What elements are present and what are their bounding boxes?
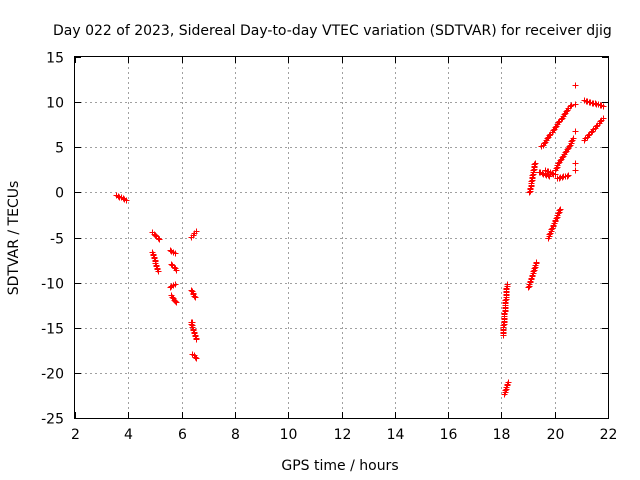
data-point: [530, 268, 537, 275]
data-point: [529, 172, 536, 179]
x-tick-label: 4: [124, 427, 133, 443]
data-point: [525, 284, 532, 291]
data-point: [189, 319, 196, 326]
x-tick-label: 10: [280, 427, 298, 443]
data-point: [504, 281, 511, 288]
data-point: [555, 119, 562, 126]
data-point: [192, 294, 199, 301]
data-point: [172, 281, 179, 288]
data-point: [593, 123, 600, 130]
plot-frame: [74, 56, 609, 419]
data-point: [553, 215, 560, 222]
data-point: [192, 354, 199, 361]
data-point: [526, 189, 533, 196]
data-point: [173, 267, 180, 274]
data-point: [572, 167, 579, 174]
axis-ticks: [75, 57, 609, 419]
data-point: [172, 298, 179, 305]
data-point: [567, 103, 574, 110]
data-point: [556, 175, 563, 182]
x-axis-title: GPS time / hours: [281, 458, 398, 474]
data-point: [597, 118, 604, 125]
y-tick-label: 0: [55, 186, 64, 202]
data-point: [532, 160, 539, 167]
data-point: [530, 167, 537, 174]
x-tick-label: 18: [493, 427, 511, 443]
y-tick-label: -20: [41, 367, 64, 383]
x-tick-labels: 2 4 6 8 10 12 14 16 18 20 22: [71, 427, 617, 443]
data-point: [546, 132, 553, 139]
y-tick-label: -5: [50, 232, 64, 248]
data-point: [173, 299, 180, 306]
data-point: [572, 160, 579, 167]
data-point: [559, 174, 566, 181]
grid: [75, 57, 608, 418]
y-tick-label: 10: [46, 96, 64, 112]
data-point: [549, 170, 556, 177]
data-point: [152, 232, 159, 239]
y-tick-label: -10: [41, 277, 64, 293]
data-point: [570, 135, 577, 142]
chart-title: Day 022 of 2023, Sidereal Day-to-day VTE…: [53, 23, 612, 39]
data-point: [585, 132, 592, 139]
data-point: [172, 250, 179, 257]
x-tick-label: 14: [387, 427, 405, 443]
data-point: [168, 261, 175, 268]
y-tick-label: 5: [55, 141, 64, 157]
y-tick-label: -25: [41, 412, 64, 428]
data-point: [557, 206, 564, 213]
x-tick-label: 2: [71, 427, 80, 443]
y-tick-labels: -25 -20 -15 -10 -5 0 5 10 15: [41, 51, 64, 428]
data-point: [572, 82, 579, 89]
data-point: [193, 355, 200, 362]
data-point: [568, 102, 575, 109]
data-point: [533, 259, 540, 266]
data-point: [528, 178, 535, 185]
data-point: [572, 128, 579, 135]
data-point: [191, 293, 198, 300]
data-point: [592, 100, 599, 107]
data-point: [531, 161, 538, 168]
data-point: [155, 268, 162, 275]
data-point: [156, 236, 163, 243]
data-point: [572, 101, 579, 108]
data-point: [546, 173, 553, 180]
x-tick-label: 20: [547, 427, 565, 443]
data-point: [115, 193, 122, 200]
data-point: [539, 170, 546, 177]
data-point: [505, 379, 512, 386]
data-point: [555, 210, 562, 217]
data-point: [565, 172, 572, 179]
data-point: [123, 197, 130, 204]
data-points: [113, 82, 607, 398]
x-tick-label: 8: [231, 427, 240, 443]
data-point: [553, 165, 560, 172]
data-point: [600, 103, 607, 110]
data-point: [502, 297, 509, 304]
y-tick-label: -15: [41, 322, 64, 338]
data-point: [193, 336, 200, 343]
data-point: [531, 265, 538, 272]
data-point: [193, 228, 200, 235]
y-axis-title: SDTVAR / TECUs: [6, 181, 22, 296]
data-point: [500, 322, 507, 329]
y-tick-label: 15: [46, 51, 64, 67]
x-tick-label: 6: [178, 427, 187, 443]
data-point: [155, 235, 162, 242]
x-tick-label: 22: [600, 427, 618, 443]
data-point: [600, 115, 607, 122]
data-point: [502, 387, 509, 394]
data-point: [556, 207, 563, 214]
x-tick-label: 12: [334, 427, 352, 443]
x-tick-label: 16: [440, 427, 458, 443]
data-point: [564, 173, 571, 180]
